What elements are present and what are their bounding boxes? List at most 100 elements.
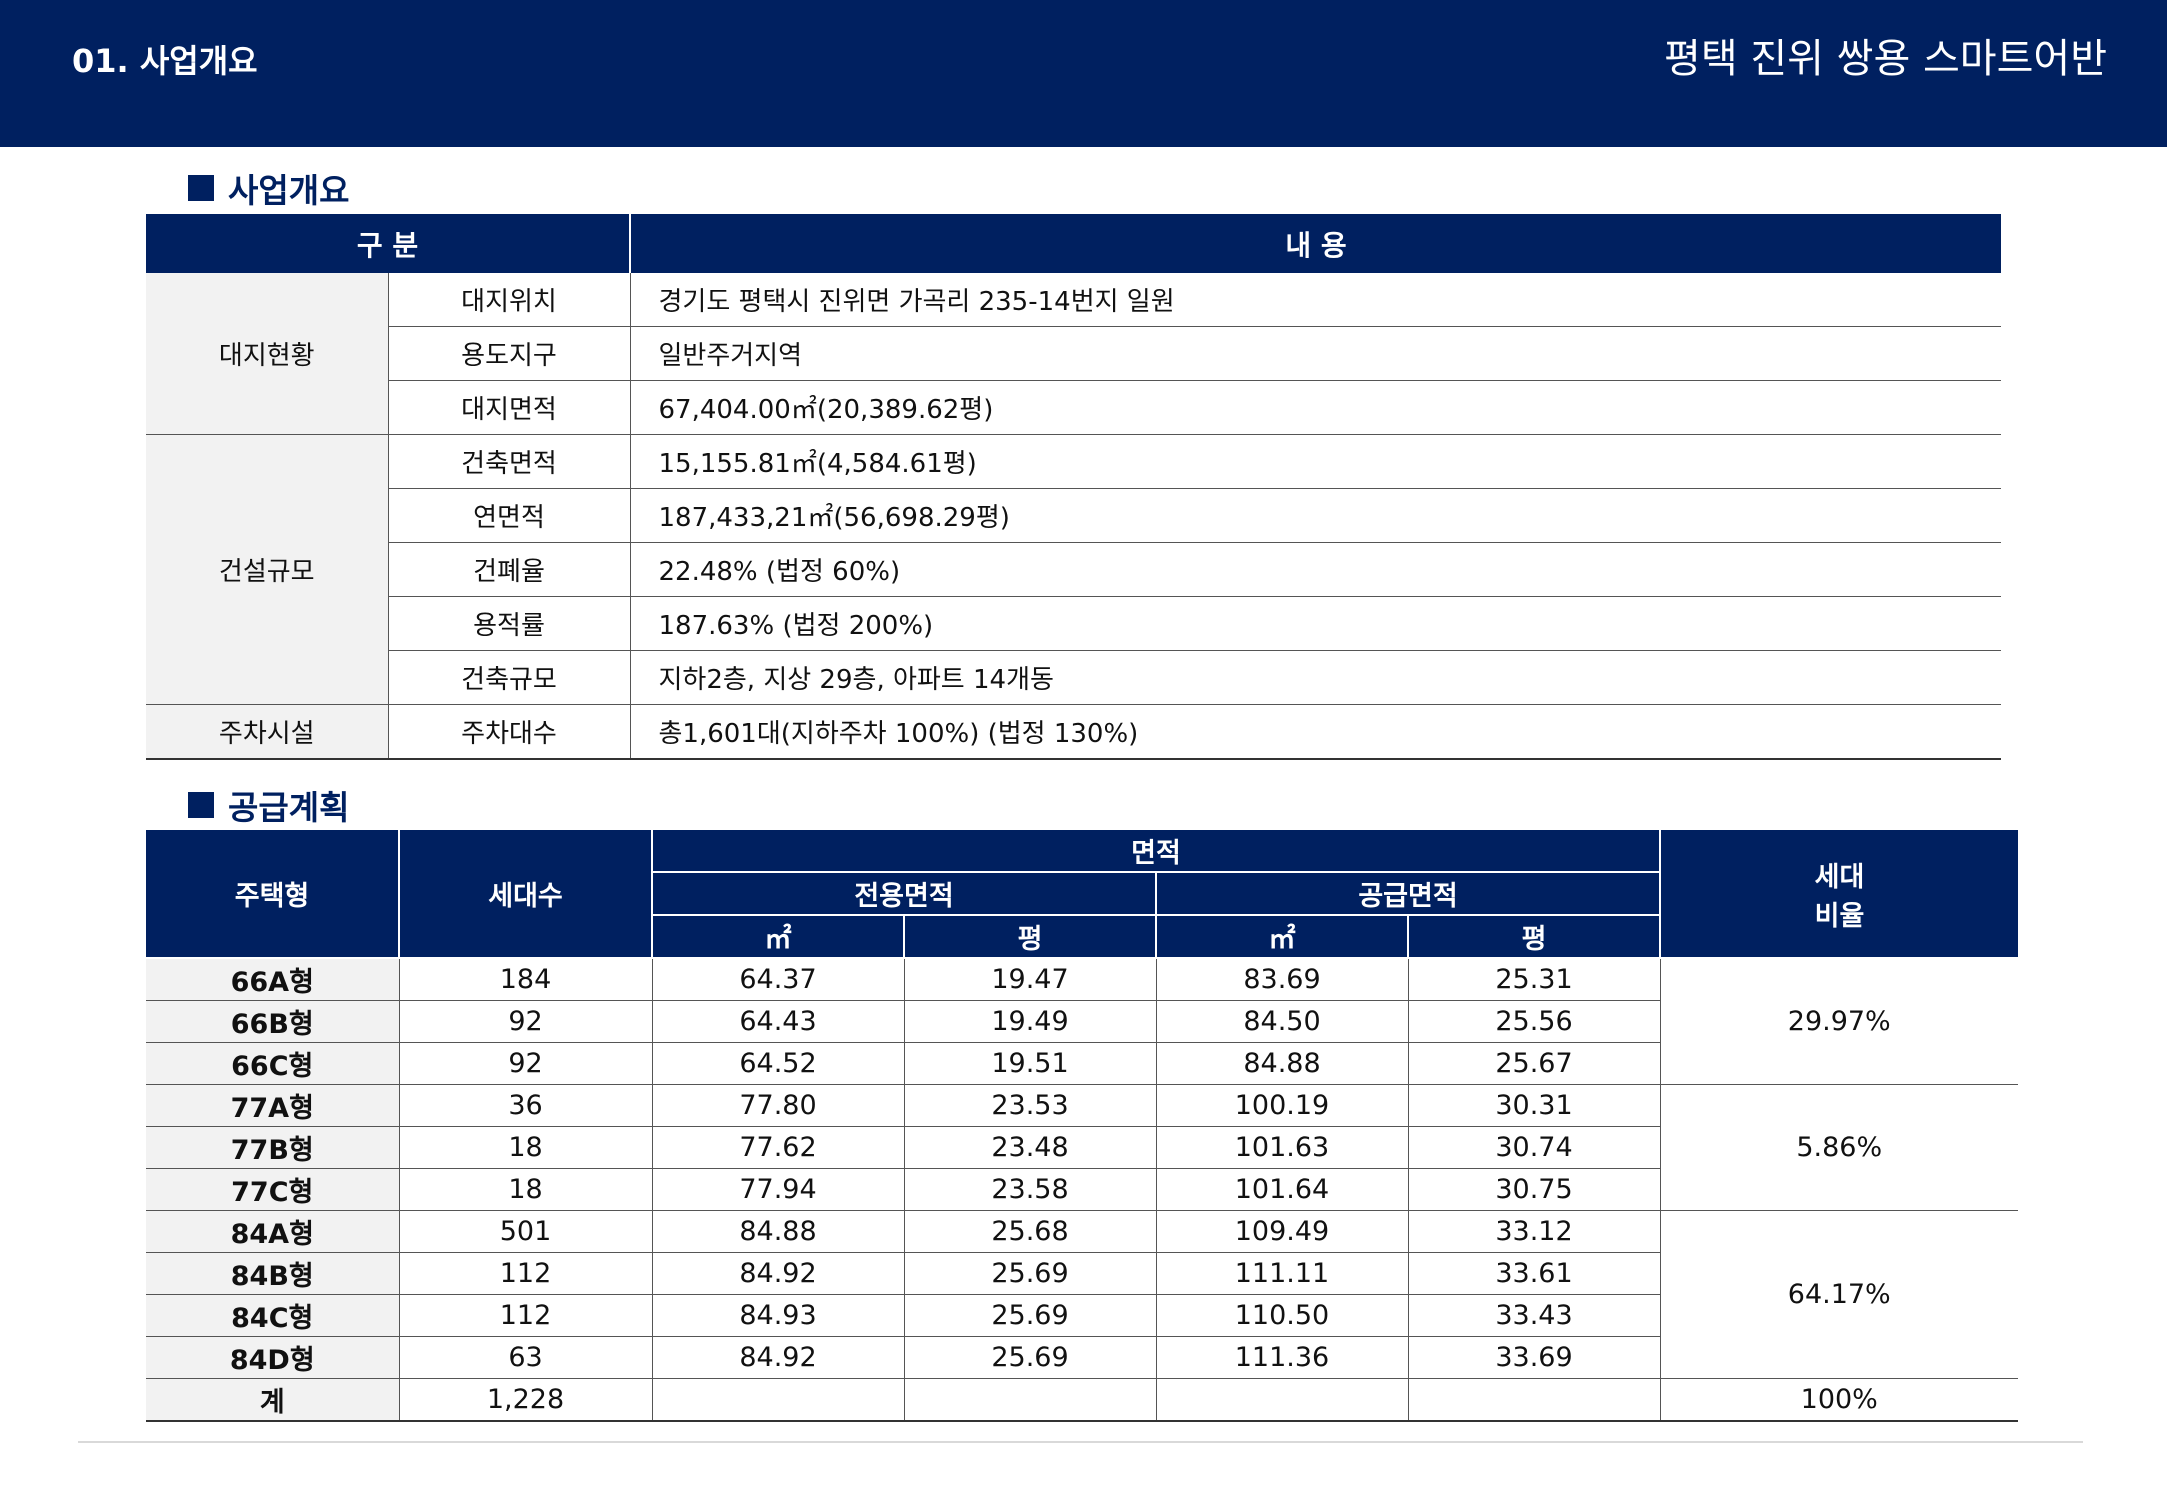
supply-pyeong-cell: 30.74 [1408, 1126, 1661, 1169]
supply-pyeong-cell: 33.61 [1408, 1252, 1661, 1295]
exclusive-pyeong-cell: 23.53 [904, 1084, 1157, 1127]
supply-sqm-cell: 110.50 [1156, 1294, 1409, 1337]
overview-item-label: 대지위치 [388, 273, 631, 327]
supply-sqm-cell: 111.36 [1156, 1336, 1409, 1379]
header-exclusive-area: 전용면적 [652, 872, 1157, 916]
total-units: 1,228 [399, 1378, 653, 1422]
supply-row: 84B형 112 84.92 25.69 111.11 33.61 [146, 1252, 2018, 1295]
supply-heading: 공급계획 [188, 781, 349, 829]
exclusive-sqm-cell: 64.43 [652, 1000, 905, 1043]
supply-row: 66A형 184 64.37 19.47 83.69 25.31 29.97% [146, 958, 2018, 1085]
supply-row: 84C형 112 84.93 25.69 110.50 33.43 [146, 1294, 2018, 1337]
supply-row: 77C형 18 77.94 23.58 101.64 30.75 [146, 1168, 2018, 1211]
exclusive-sqm-cell: 77.94 [652, 1168, 905, 1211]
supply-pyeong-cell: 30.31 [1408, 1084, 1661, 1127]
units-cell: 36 [399, 1084, 653, 1127]
overview-heading-label: 사업개요 [228, 171, 350, 210]
housing-type-cell: 84B형 [146, 1252, 400, 1295]
header-exclusive-sqm: ㎡ [652, 915, 905, 959]
housing-type-cell: 84A형 [146, 1210, 400, 1253]
supply-table: 주택형 세대수 면적 세대 비율 전용면적 공급면적 ㎡ 평 ㎡ 평 66A형 1… [146, 830, 2018, 1422]
overview-group-label: 건설규모 [146, 434, 389, 705]
supply-sqm-cell: 83.69 [1156, 958, 1409, 1001]
col-header-category: 구 분 [146, 214, 631, 273]
unit-ratio-cell: 29.97% [1660, 958, 2018, 1085]
units-cell: 92 [399, 1042, 653, 1085]
overview-item-value: 경기도 평택시 진위면 가곡리 235-14번지 일원 [630, 273, 2001, 327]
empty-cell [1156, 1378, 1409, 1422]
supply-sqm-cell: 101.64 [1156, 1168, 1409, 1211]
supply-pyeong-cell: 33.69 [1408, 1336, 1661, 1379]
exclusive-sqm-cell: 64.52 [652, 1042, 905, 1085]
overview-item-value: 일반주거지역 [630, 326, 2001, 381]
header-ratio: 세대 비율 [1660, 830, 2018, 959]
unit-ratio-cell: 5.86% [1660, 1084, 2018, 1211]
exclusive-sqm-cell: 64.37 [652, 958, 905, 1001]
overview-row: 건축규모 지하2층, 지상 29층, 아파트 14개동 [146, 650, 2001, 705]
page-header: 01. 사업개요 평택 진위 쌍용 스마트어반 [0, 0, 2167, 147]
exclusive-pyeong-cell: 25.69 [904, 1252, 1157, 1295]
supply-sqm-cell: 100.19 [1156, 1084, 1409, 1127]
exclusive-pyeong-cell: 25.69 [904, 1294, 1157, 1337]
overview-item-label: 건축면적 [388, 434, 631, 489]
total-ratio: 100% [1660, 1378, 2018, 1422]
supply-heading-label: 공급계획 [228, 788, 350, 827]
supply-sqm-cell: 84.88 [1156, 1042, 1409, 1085]
housing-type-cell: 66C형 [146, 1042, 400, 1085]
overview-item-value: 15,155.81㎡(4,584.61평) [630, 434, 2001, 489]
project-title: 평택 진위 쌍용 스마트어반 [1664, 36, 2107, 82]
supply-row: 66B형 92 64.43 19.49 84.50 25.56 [146, 1000, 2018, 1043]
housing-type-cell: 66B형 [146, 1000, 400, 1043]
square-bullet-icon [188, 792, 214, 818]
housing-type-cell: 66A형 [146, 958, 400, 1001]
exclusive-pyeong-cell: 19.47 [904, 958, 1157, 1001]
supply-sqm-cell: 111.11 [1156, 1252, 1409, 1295]
supply-sqm-cell: 109.49 [1156, 1210, 1409, 1253]
square-bullet-icon [188, 175, 214, 201]
supply-pyeong-cell: 33.43 [1408, 1294, 1661, 1337]
overview-row: 연면적 187,433,21㎡(56,698.29평) [146, 488, 2001, 543]
exclusive-sqm-cell: 77.62 [652, 1126, 905, 1169]
exclusive-sqm-cell: 84.92 [652, 1252, 905, 1295]
supply-sqm-cell: 84.50 [1156, 1000, 1409, 1043]
header-ratio-line1: 세대 [1814, 861, 1865, 893]
header-area: 면적 [652, 830, 1661, 873]
overview-row: 용도지구 일반주거지역 [146, 326, 2001, 381]
header-ratio-line2: 비율 [1814, 900, 1865, 932]
housing-type-cell: 84D형 [146, 1336, 400, 1379]
overview-item-value: 지하2층, 지상 29층, 아파트 14개동 [630, 650, 2001, 705]
overview-item-value: 총1,601대(지하주차 100%) (법정 130%) [630, 704, 2001, 760]
supply-row: 77A형 36 77.80 23.53 100.19 30.31 5.86% [146, 1084, 2018, 1211]
bottom-divider [78, 1441, 2083, 1443]
units-cell: 112 [399, 1294, 653, 1337]
units-cell: 18 [399, 1126, 653, 1169]
supply-row: 84D형 63 84.92 25.69 111.36 33.69 [146, 1336, 2018, 1379]
overview-header-row: 구 분 내 용 [146, 214, 2001, 273]
overview-item-label: 용적률 [388, 596, 631, 651]
header-supply-area: 공급면적 [1156, 872, 1661, 916]
supply-pyeong-cell: 25.31 [1408, 958, 1661, 1001]
overview-item-label: 대지면적 [388, 380, 631, 435]
supply-row: 66C형 92 64.52 19.51 84.88 25.67 [146, 1042, 2018, 1085]
housing-type-cell: 84C형 [146, 1294, 400, 1337]
overview-item-label: 건축규모 [388, 650, 631, 705]
overview-item-label: 건폐율 [388, 542, 631, 597]
overview-table: 구 분 내 용 대지현황 대지위치 경기도 평택시 진위면 가곡리 235-14번지… [146, 214, 2001, 760]
overview-row: 대지현황 대지위치 경기도 평택시 진위면 가곡리 235-14번지 일원 [146, 273, 2001, 435]
overview-row: 용적률 187.63% (법정 200%) [146, 596, 2001, 651]
exclusive-pyeong-cell: 23.58 [904, 1168, 1157, 1211]
unit-ratio-cell: 64.17% [1660, 1210, 2018, 1379]
supply-sqm-cell: 101.63 [1156, 1126, 1409, 1169]
supply-pyeong-cell: 33.12 [1408, 1210, 1661, 1253]
supply-row: 84A형 501 84.88 25.68 109.49 33.12 64.17% [146, 1210, 2018, 1379]
housing-type-cell: 77B형 [146, 1126, 400, 1169]
overview-row: 건설규모 건축면적 15,155.81㎡(4,584.61평) [146, 434, 2001, 705]
units-cell: 112 [399, 1252, 653, 1295]
col-header-content: 내 용 [630, 214, 2001, 273]
supply-pyeong-cell: 30.75 [1408, 1168, 1661, 1211]
overview-heading: 사업개요 [188, 164, 349, 212]
units-cell: 501 [399, 1210, 653, 1253]
exclusive-pyeong-cell: 23.48 [904, 1126, 1157, 1169]
units-cell: 18 [399, 1168, 653, 1211]
section-number-title: 01. 사업개요 [72, 42, 258, 80]
